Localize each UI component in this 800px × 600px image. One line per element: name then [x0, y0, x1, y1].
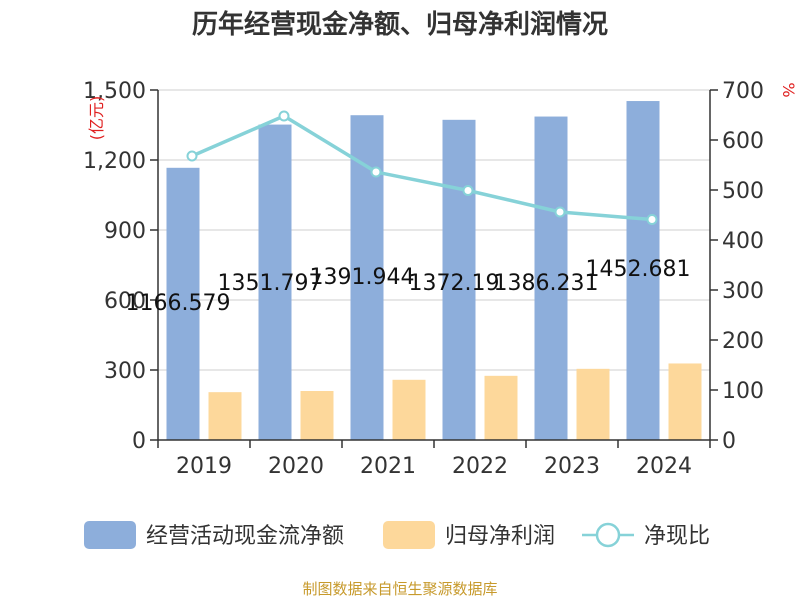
y-left-tick-label: 1,200 — [83, 149, 146, 174]
ratio-point-2021 — [370, 166, 382, 178]
y-left-tick-label: 300 — [104, 359, 146, 384]
data-label-cashflow: 1452.681 — [586, 257, 691, 282]
legend-swatch-cashflow — [84, 521, 136, 549]
chart-title: 历年经营现金净额、归母净利润情况 — [192, 9, 608, 40]
y-right-unit-label: % — [779, 82, 798, 97]
x-tick-label: 2020 — [268, 454, 324, 479]
bar-net-profit-2024 — [668, 363, 702, 440]
bar-operating-cashflow-2020 — [258, 124, 292, 441]
x-tick-label: 2023 — [544, 454, 600, 479]
bar-operating-cashflow-2023 — [534, 116, 568, 441]
bar-net-profit-2023 — [576, 368, 610, 440]
y-right-tick-label: 700 — [722, 79, 764, 104]
y-right-tick-label: 200 — [722, 329, 764, 354]
y-right-tick-label: 600 — [722, 129, 764, 154]
bar-net-profit-2019 — [208, 392, 242, 440]
ratio-line — [186, 110, 658, 225]
bar-net-profit-2020 — [300, 391, 334, 440]
legend-label-ratio: 净现比 — [644, 524, 710, 549]
ratio-point-2023 — [554, 206, 566, 218]
data-label-cashflow: 1351.797 — [218, 271, 323, 296]
ratio-point-2024 — [646, 214, 658, 225]
y-left-unit-label: (亿元) — [87, 96, 106, 141]
y-right-tick-label: 300 — [722, 279, 764, 304]
y-left-tick-label: 0 — [132, 429, 146, 454]
ratio-point-2020 — [278, 110, 290, 122]
data-label-cashflow: 1386.231 — [494, 271, 599, 296]
x-tick-label: 2021 — [360, 454, 416, 479]
legend-label-net-profit: 归母净利润 — [445, 524, 555, 549]
bar-net-profit-2022 — [484, 375, 518, 440]
bar-operating-cashflow-2022 — [442, 119, 476, 441]
ratio-point-2022 — [462, 185, 474, 196]
y-left-tick-label: 600 — [104, 289, 146, 314]
y-left-tick-label: 900 — [104, 219, 146, 244]
bar-operating-cashflow-2024 — [626, 101, 660, 440]
bar-operating-cashflow-2019 — [166, 167, 200, 441]
legend-marker-ratio — [595, 522, 621, 548]
axes: 0 300 600 900 1,200 1,500(亿元) 0 100 200 300 400 500… — [83, 79, 798, 479]
data-label-cashflow: 1372.19 — [409, 271, 500, 296]
data-label-cashflow: 1166.579 — [126, 291, 231, 316]
y-right-tick-label: 500 — [722, 179, 764, 204]
legend: 经营活动现金流净额 归母净利润 净现比 — [84, 521, 710, 549]
x-tick-label: 2022 — [452, 454, 508, 479]
source-note: 制图数据来自恒生聚源数据库 — [302, 580, 497, 598]
ratio-line-path — [191, 114, 653, 222]
legend-swatch-net-profit — [383, 521, 435, 549]
x-tick-label: 2024 — [636, 454, 692, 479]
y-left-tick-label: 1,500 — [83, 79, 146, 104]
legend-label-cashflow: 经营活动现金流净额 — [146, 524, 344, 549]
bar-net-profit-2021 — [392, 379, 426, 440]
y-right-tick-label: 400 — [722, 229, 764, 254]
data-labels: 1166.5791351.7971391.9441372.191386.2311… — [126, 257, 691, 316]
x-tick-label: 2019 — [176, 454, 232, 479]
bars — [166, 101, 702, 441]
data-label-cashflow: 1391.944 — [310, 265, 415, 290]
y-right-tick-label: 0 — [722, 429, 736, 454]
y-right-tick-label: 100 — [722, 379, 764, 404]
ratio-point-2019 — [186, 150, 198, 162]
